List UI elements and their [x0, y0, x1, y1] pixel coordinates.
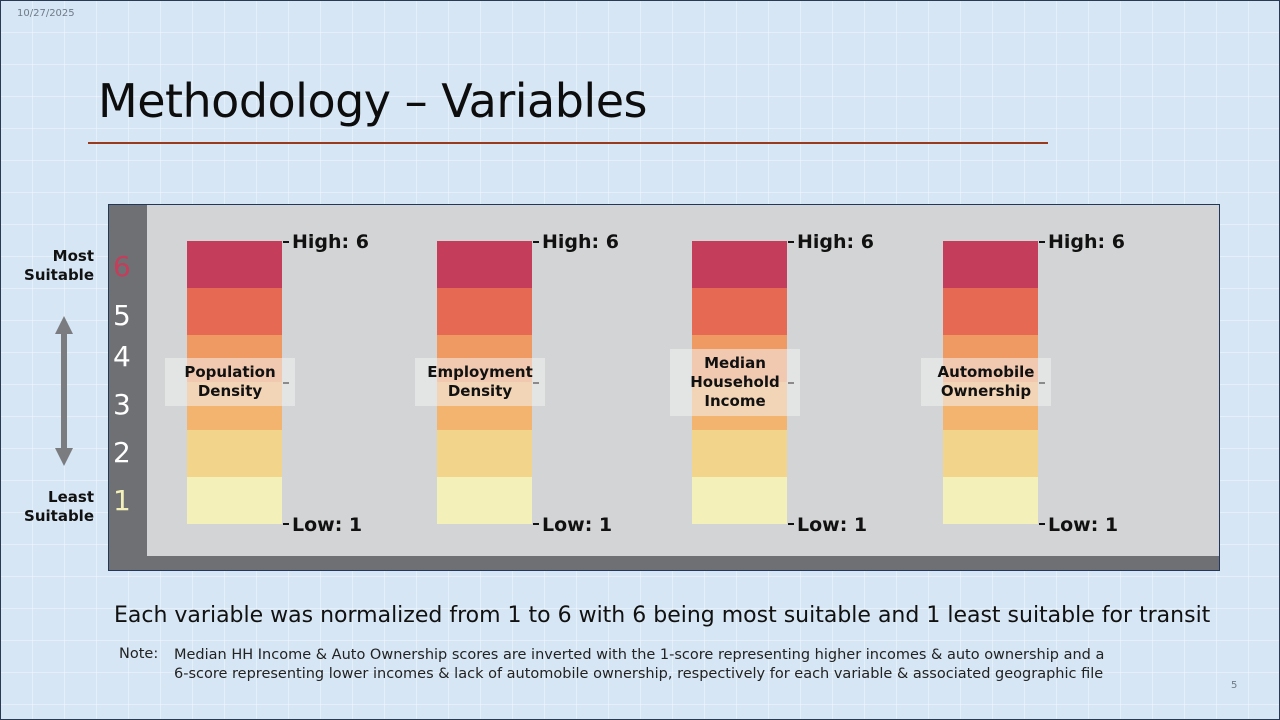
tick-high — [788, 241, 794, 243]
score-segment-6 — [437, 241, 532, 289]
tick-low — [533, 523, 539, 525]
title-underline — [88, 142, 1048, 144]
slide-title: Methodology – Variables — [98, 74, 647, 128]
score-segment-2 — [943, 429, 1038, 477]
score-segment-5 — [943, 288, 1038, 336]
variable-name-label: Employment Density — [415, 358, 545, 406]
score-segment-5 — [437, 288, 532, 336]
slide-number: 5 — [1231, 680, 1238, 691]
tick-high — [533, 241, 539, 243]
score-segment-6 — [187, 241, 282, 289]
score-segment-1 — [437, 476, 532, 524]
tick-high — [1039, 241, 1045, 243]
tick-low — [1039, 523, 1045, 525]
score-segment-2 — [437, 429, 532, 477]
variable-name-line: Income — [704, 391, 766, 410]
note-key: Note: — [119, 646, 159, 662]
score-segment-6 — [943, 241, 1038, 289]
variable-name-line: Median — [704, 353, 766, 372]
normalization-caption: Each variable was normalized from 1 to 6… — [114, 603, 1211, 628]
variable-name-text: Employment Density — [427, 363, 533, 401]
variable-name-label: Population Density — [165, 358, 295, 406]
note-line-1: Median HH Income & Auto Ownership scores… — [174, 647, 1105, 663]
variable-name-label: Median Household Income — [670, 348, 800, 416]
high-label: High: 6 — [542, 231, 619, 253]
variable-name-text: Population Density — [184, 363, 275, 401]
variable-bar — [943, 241, 1038, 524]
scale-number-5: 5 — [113, 299, 131, 332]
variable-name-line: Density — [197, 382, 263, 400]
variable-name-line: Employment — [427, 363, 533, 381]
tick-high — [283, 241, 289, 243]
variable-name-label: Automobile Ownership — [921, 358, 1051, 406]
most-suitable-text: Most Suitable — [24, 247, 94, 284]
high-label: High: 6 — [1048, 231, 1125, 253]
score-segment-5 — [187, 288, 282, 336]
low-label: Low: 1 — [292, 514, 363, 536]
slide-date: 10/27/2025 — [17, 8, 75, 19]
low-label: Low: 1 — [797, 514, 868, 536]
scale-number-6: 6 — [113, 250, 131, 283]
score-segment-2 — [692, 429, 787, 477]
tick-low — [788, 523, 794, 525]
score-segment-1 — [692, 476, 787, 524]
scale-number-2: 2 — [113, 436, 131, 469]
least-suitable-label: Least Suitable — [20, 488, 94, 526]
variable-name-line: Household — [690, 372, 780, 391]
score-segment-1 — [187, 476, 282, 524]
least-suitable-text: Least Suitable — [24, 488, 94, 525]
tick-low — [283, 523, 289, 525]
variable-name-line: Automobile — [937, 363, 1035, 381]
most-suitable-label: Most Suitable — [20, 247, 94, 285]
variable-name-text: Automobile Ownership — [938, 363, 1035, 401]
scale-number-4: 4 — [113, 340, 131, 373]
high-label: High: 6 — [797, 231, 874, 253]
score-segment-6 — [692, 241, 787, 289]
variable-name-line: Population — [184, 363, 276, 381]
variable-name-text: Median Household Income — [690, 354, 780, 411]
low-label: Low: 1 — [542, 514, 613, 536]
scale-number-1: 1 — [113, 484, 131, 517]
score-segment-2 — [187, 429, 282, 477]
high-label: High: 6 — [292, 231, 369, 253]
note-line-2: 6-score representing lower incomes & lac… — [174, 665, 1104, 682]
low-label: Low: 1 — [1048, 514, 1119, 536]
scale-number-3: 3 — [113, 388, 131, 421]
double-arrow-icon — [55, 316, 73, 466]
score-segment-5 — [692, 288, 787, 336]
variable-name-line: Density — [447, 382, 513, 400]
variable-name-line: Ownership — [940, 382, 1032, 400]
note-body: Median HH Income & Auto Ownership scores… — [174, 646, 1174, 683]
score-segment-1 — [943, 476, 1038, 524]
